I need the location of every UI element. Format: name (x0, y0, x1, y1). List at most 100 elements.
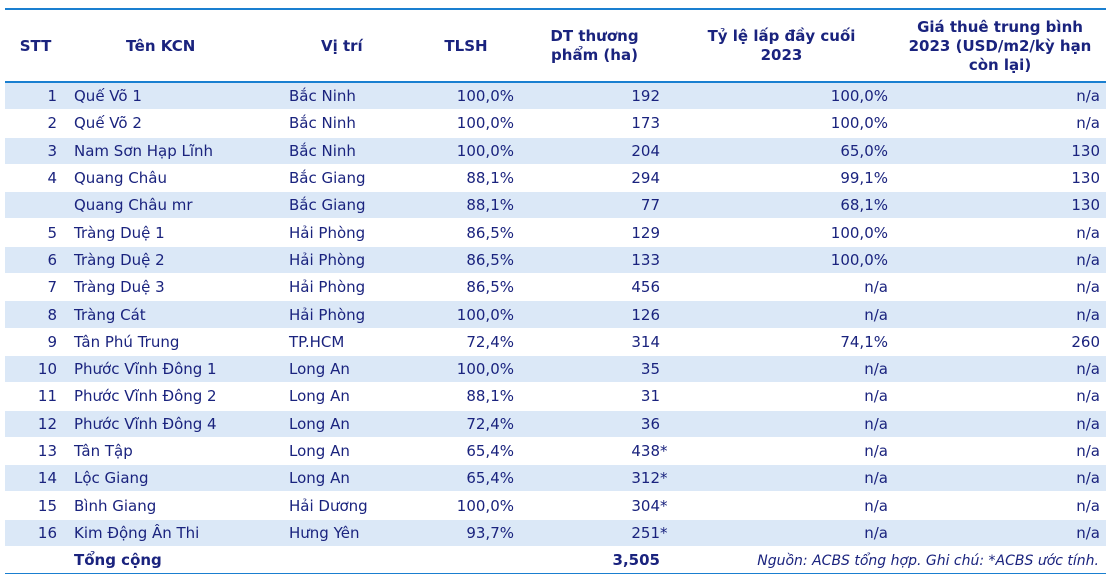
row-location: Hưng Yên (281, 519, 412, 548)
table-row: 8 Tràng Cát Hải Phòng 100,0% 126 n/a n/a (5, 300, 1106, 329)
row-location: Long An (281, 464, 412, 493)
row-location: Hải Phòng (281, 246, 412, 275)
total-area-cell: 3,505 (520, 546, 669, 574)
row-price: 130 (894, 137, 1106, 165)
row-area-value: 36 (640, 414, 660, 433)
row-price: n/a (894, 410, 1106, 438)
row-area-value: 312 (631, 469, 660, 488)
row-location: Hải Phòng (281, 218, 412, 247)
row-location: Long An (281, 355, 412, 384)
row-area-value: 129 (631, 223, 660, 242)
table-row: 2 Quế Võ 2 Bắc Ninh 100,0% 173 100,0% n/a (5, 109, 1106, 138)
header-tlsh: TLSH (412, 11, 520, 83)
row-tlsh: 93,7% (412, 519, 520, 548)
row-location: Bắc Ninh (281, 82, 412, 111)
row-area: 312* (520, 464, 669, 493)
row-tlsh: 100,0% (412, 300, 520, 329)
row-name: Nam Sơn Hạp Lĩnh (66, 137, 281, 165)
header-price-text: Giá thuê trung bình 2023 (USD/m2/kỳ hạn … (908, 17, 1092, 74)
row-name: Tân Phú Trung (66, 328, 281, 356)
row-area-value: 192 (631, 87, 660, 106)
row-price: 130 (894, 191, 1106, 220)
estimate-marker: * (660, 496, 668, 515)
row-name: Phước Vĩnh Đông 1 (66, 355, 281, 384)
row-location: Hải Phòng (281, 273, 412, 302)
row-price: n/a (894, 464, 1106, 493)
row-fill: n/a (669, 300, 894, 329)
row-area: 294 (520, 164, 669, 193)
row-area: 456 (520, 273, 669, 302)
row-fill: n/a (669, 519, 894, 548)
header-area-text: DT thương phẩm (ha) (550, 27, 639, 64)
total-blank (412, 546, 520, 574)
row-name: Tràng Duệ 1 (66, 218, 281, 247)
row-location: Bắc Ninh (281, 109, 412, 138)
table-row: Quang Châu mr Bắc Giang 88,1% 77 68,1% 130 (5, 191, 1106, 220)
row-location: Long An (281, 382, 412, 411)
row-area: 35 (520, 355, 669, 384)
row-area: 133 (520, 246, 669, 275)
row-price: n/a (894, 300, 1106, 329)
row-tlsh: 65,4% (412, 464, 520, 493)
row-fill: 65,0% (669, 137, 894, 165)
row-location: Bắc Giang (281, 164, 412, 193)
row-fill: n/a (669, 437, 894, 466)
row-price: n/a (894, 82, 1106, 111)
total-row: Tổng cộng 3,505 (5, 546, 1106, 574)
estimate-marker: * (660, 442, 668, 460)
row-fill: 100,0% (669, 218, 894, 247)
row-stt: 12 (5, 410, 66, 438)
row-area: 204 (520, 137, 669, 165)
row-stt: 2 (5, 109, 66, 138)
row-fill: 100,0% (669, 109, 894, 138)
row-fill: 100,0% (669, 246, 894, 275)
row-tlsh: 72,4% (412, 328, 520, 356)
row-fill: 100,0% (669, 82, 894, 111)
header-price: Giá thuê trung bình 2023 (USD/m2/kỳ hạn … (894, 11, 1106, 83)
row-stt: 8 (5, 300, 66, 329)
row-area-value: 173 (631, 114, 660, 133)
table-top-rule (5, 8, 1106, 10)
total-blank (281, 546, 412, 574)
row-stt: 15 (5, 491, 66, 520)
row-location: Bắc Giang (281, 191, 412, 220)
row-tlsh: 88,1% (412, 191, 520, 220)
table-row: 13 Tân Tập Long An 65,4% 438* n/a n/a (5, 437, 1106, 466)
row-area-value: 456 (631, 278, 660, 297)
row-area: 36 (520, 410, 669, 438)
row-fill: n/a (669, 382, 894, 411)
row-fill: 74,1% (669, 328, 894, 356)
table-row: 7 Tràng Duệ 3 Hải Phòng 86,5% 456 n/a n/a (5, 273, 1106, 302)
row-area: 314 (520, 328, 669, 356)
row-tlsh: 72,4% (412, 410, 520, 438)
row-area-value: 77 (640, 196, 660, 215)
row-fill: n/a (669, 491, 894, 520)
table-row: 4 Quang Châu Bắc Giang 88,1% 294 99,1% 130 (5, 164, 1106, 193)
row-stt: 7 (5, 273, 66, 302)
row-name: Phước Vĩnh Đông 2 (66, 382, 281, 411)
row-area-value: 314 (631, 332, 660, 351)
row-price: n/a (894, 218, 1106, 247)
table-row: 11 Phước Vĩnh Đông 2 Long An 88,1% 31 n/a n/a (5, 382, 1106, 411)
estimate-marker: * (660, 523, 668, 542)
row-stt: 14 (5, 464, 66, 493)
table-row: 3 Nam Sơn Hạp Lĩnh Bắc Ninh 100,0% 204 65,0% 1… (5, 137, 1106, 165)
row-tlsh: 86,5% (412, 246, 520, 275)
row-name: Tràng Duệ 3 (66, 273, 281, 302)
total-blank (894, 546, 1106, 574)
row-location: Hải Phòng (281, 300, 412, 329)
row-area: 126 (520, 300, 669, 329)
row-fill: 99,1% (669, 164, 894, 193)
row-tlsh: 88,1% (412, 164, 520, 193)
row-tlsh: 100,0% (412, 82, 520, 111)
row-stt: 5 (5, 218, 66, 247)
row-stt: 4 (5, 164, 66, 193)
row-name: Lộc Giang (66, 464, 281, 493)
row-name: Quang Châu (66, 164, 281, 193)
row-name: Tràng Duệ 2 (66, 246, 281, 275)
row-tlsh: 100,0% (412, 137, 520, 165)
row-stt: 13 (5, 437, 66, 466)
row-stt: 11 (5, 382, 66, 411)
table-row: 15 Bình Giang Hải Dương 100,0% 304* n/a n/a (5, 491, 1106, 520)
total-label: Tổng cộng (66, 546, 281, 574)
